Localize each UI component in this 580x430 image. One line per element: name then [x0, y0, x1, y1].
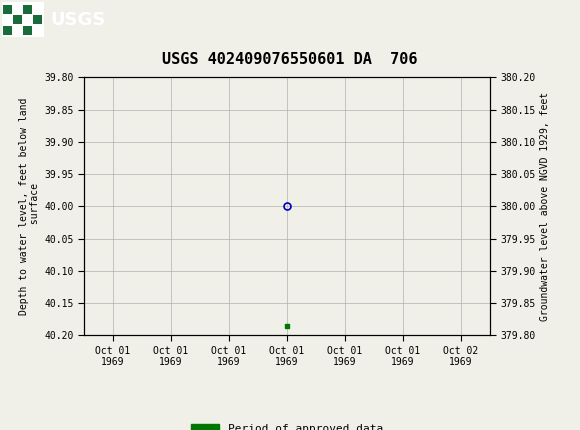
Bar — [23, 26, 32, 35]
Bar — [3, 4, 12, 13]
Bar — [3, 15, 12, 25]
Legend: Period of approved data: Period of approved data — [187, 419, 387, 430]
Y-axis label: Groundwater level above NGVD 1929, feet: Groundwater level above NGVD 1929, feet — [540, 92, 550, 321]
Bar — [13, 15, 22, 25]
Text: USGS: USGS — [50, 11, 106, 29]
Bar — [3, 26, 12, 35]
Bar — [13, 4, 22, 13]
FancyBboxPatch shape — [2, 2, 44, 37]
Bar — [33, 15, 42, 25]
Bar — [23, 4, 32, 13]
Y-axis label: Depth to water level, feet below land
 surface: Depth to water level, feet below land su… — [19, 98, 40, 315]
Bar — [33, 26, 42, 35]
Bar — [33, 4, 42, 13]
Bar — [13, 26, 22, 35]
Text: USGS 402409076550601 DA  706: USGS 402409076550601 DA 706 — [162, 52, 418, 67]
Bar — [23, 15, 32, 25]
